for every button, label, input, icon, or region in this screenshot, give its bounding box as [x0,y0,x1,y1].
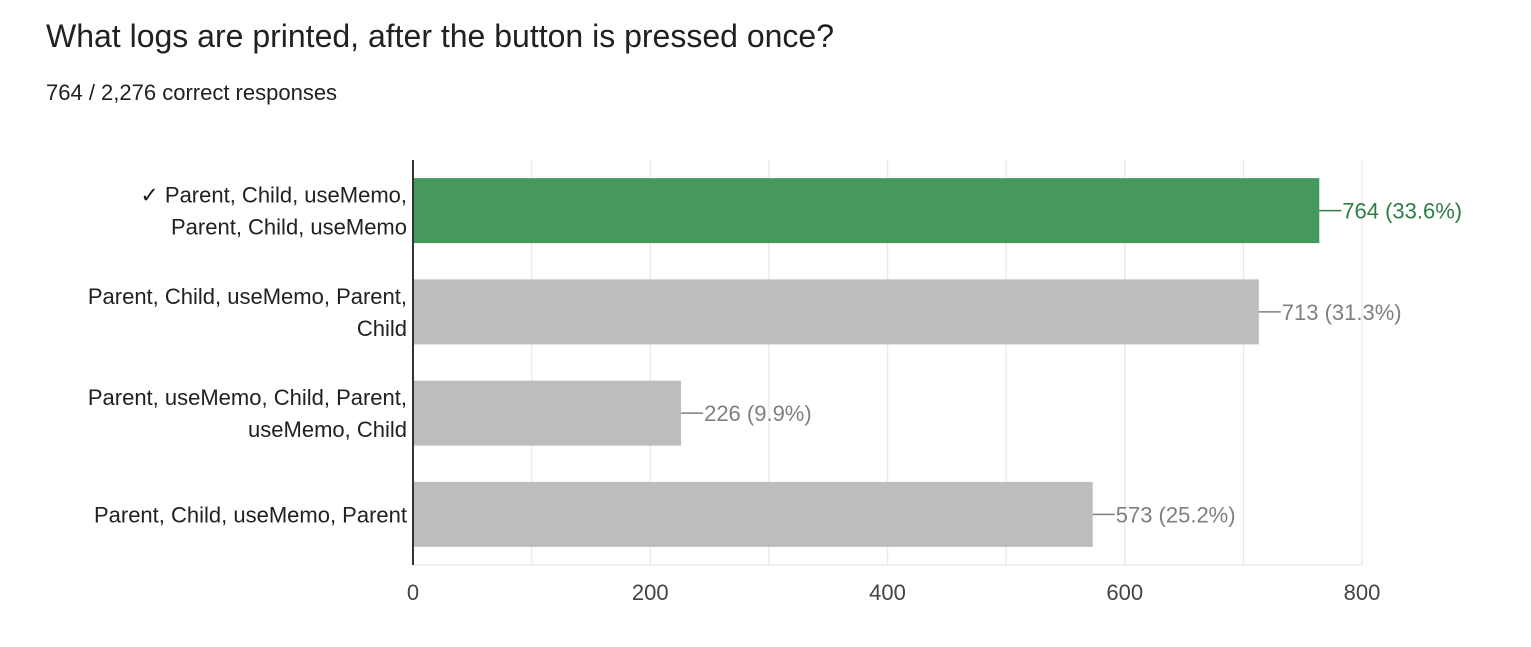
data-label: 713 (31.3%) [1282,300,1402,325]
x-tick-label: 0 [407,580,419,605]
x-tick-label: 600 [1106,580,1143,605]
category-label: ✓ Parent, Child, useMemo, [140,183,407,208]
category-label: useMemo, Child [248,417,407,442]
bar [413,279,1259,345]
data-label: 764 (33.6%) [1342,199,1462,224]
x-tick-label: 800 [1344,580,1381,605]
category-label: Parent, Child, useMemo [171,215,407,240]
category-label: Parent, Child, useMemo, Parent, [88,284,407,309]
category-label: Parent, useMemo, Child, Parent, [88,385,407,410]
correct-responses-summary: 764 / 2,276 correct responses [46,80,338,105]
x-tick-label: 400 [869,580,906,605]
data-label: 226 (9.9%) [704,401,812,426]
bar [413,481,1093,547]
x-tick-label: 200 [632,580,669,605]
data-label: 573 (25.2%) [1116,502,1236,527]
category-label: Parent, Child, useMemo, Parent [94,502,407,527]
bar [413,178,1320,244]
category-label: Child [357,316,407,341]
bar [413,380,682,446]
question-title: What logs are printed, after the button … [46,18,835,54]
